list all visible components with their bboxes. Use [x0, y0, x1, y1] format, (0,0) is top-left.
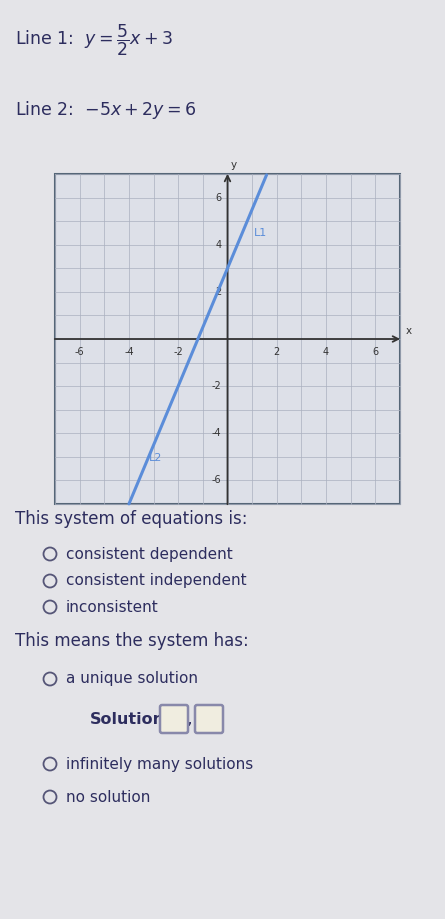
- Text: This means the system has:: This means the system has:: [15, 632, 249, 650]
- Text: 4: 4: [323, 347, 329, 357]
- Text: -2: -2: [212, 381, 222, 391]
- Text: inconsistent: inconsistent: [66, 599, 159, 615]
- Text: -6: -6: [212, 475, 222, 485]
- Text: 6: 6: [372, 347, 378, 357]
- Text: y: y: [231, 160, 237, 170]
- Text: -2: -2: [174, 347, 183, 357]
- Text: Solution:: Solution:: [90, 711, 171, 727]
- Text: -4: -4: [124, 347, 134, 357]
- Text: x: x: [406, 326, 412, 336]
- Text: 4: 4: [215, 240, 222, 250]
- Text: consistent dependent: consistent dependent: [66, 547, 233, 562]
- FancyBboxPatch shape: [195, 705, 223, 733]
- Text: -6: -6: [75, 347, 85, 357]
- Text: -4: -4: [212, 428, 222, 438]
- Text: no solution: no solution: [66, 789, 150, 804]
- Text: consistent independent: consistent independent: [66, 573, 247, 588]
- Text: 2: 2: [215, 287, 222, 297]
- Text: Line 1:  $y = \dfrac{5}{2}x + 3$: Line 1: $y = \dfrac{5}{2}x + 3$: [15, 22, 173, 58]
- Text: Line 2:  $-5x + 2y = 6$: Line 2: $-5x + 2y = 6$: [15, 99, 197, 121]
- Text: a unique solution: a unique solution: [66, 672, 198, 686]
- Text: L1: L1: [254, 228, 267, 238]
- Text: 6: 6: [215, 193, 222, 202]
- Text: L2: L2: [149, 452, 162, 462]
- Text: This system of equations is:: This system of equations is:: [15, 510, 247, 528]
- Text: infinitely many solutions: infinitely many solutions: [66, 756, 253, 771]
- Text: 2: 2: [274, 347, 280, 357]
- Bar: [55, 174, 400, 504]
- Text: ,: ,: [187, 710, 193, 728]
- FancyBboxPatch shape: [160, 705, 188, 733]
